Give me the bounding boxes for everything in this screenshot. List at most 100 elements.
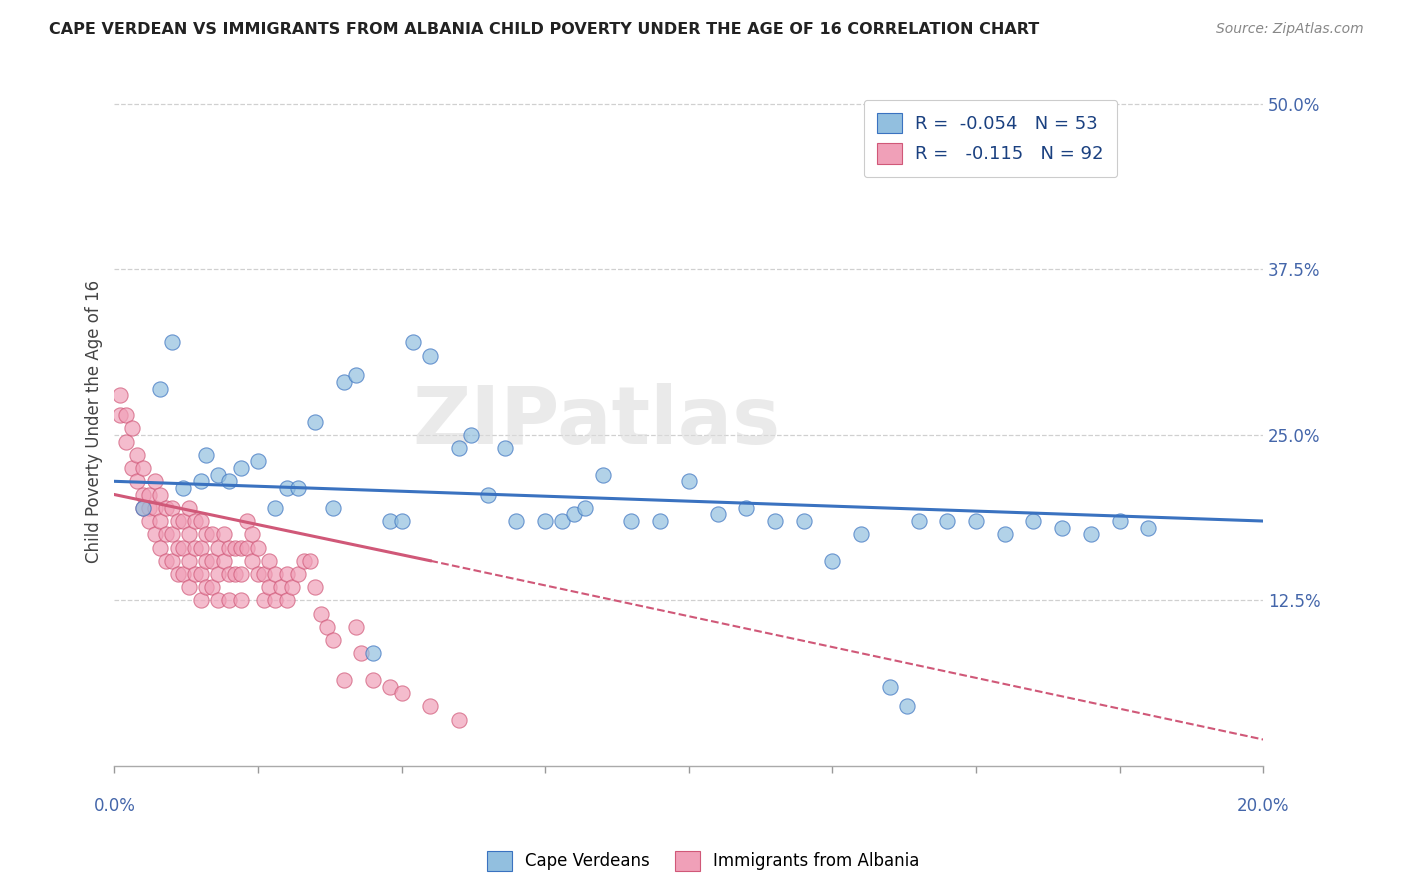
Point	[562, 508, 585, 522]
Point	[333, 673, 356, 687]
Point	[793, 514, 815, 528]
Point	[195, 448, 218, 462]
Point	[965, 514, 987, 528]
Point	[184, 541, 207, 555]
Point	[333, 375, 356, 389]
Point	[281, 580, 304, 594]
Point	[190, 475, 212, 489]
Point	[190, 514, 212, 528]
Point	[287, 566, 309, 581]
Point	[132, 487, 155, 501]
Point	[235, 514, 257, 528]
Point	[460, 428, 482, 442]
Point	[391, 686, 413, 700]
Point	[190, 593, 212, 607]
Point	[735, 500, 758, 515]
Point	[378, 680, 401, 694]
Point	[184, 566, 207, 581]
Point	[201, 554, 224, 568]
Point	[574, 500, 596, 515]
Point	[132, 500, 155, 515]
Point	[143, 475, 166, 489]
Point	[361, 647, 384, 661]
Point	[132, 500, 155, 515]
Point	[936, 514, 959, 528]
Point	[350, 647, 373, 661]
Point	[447, 713, 470, 727]
Text: 0.0%: 0.0%	[93, 797, 135, 814]
Text: Source: ZipAtlas.com: Source: ZipAtlas.com	[1216, 22, 1364, 37]
Point	[276, 566, 298, 581]
Point	[419, 699, 441, 714]
Point	[494, 441, 516, 455]
Point	[896, 699, 918, 714]
Point	[247, 541, 270, 555]
Legend: R =  -0.054   N = 53, R =   -0.115   N = 92: R = -0.054 N = 53, R = -0.115 N = 92	[863, 100, 1116, 177]
Point	[304, 580, 326, 594]
Point	[402, 335, 425, 350]
Point	[477, 487, 499, 501]
Point	[551, 514, 574, 528]
Point	[1080, 527, 1102, 541]
Point	[172, 541, 194, 555]
Point	[849, 527, 872, 541]
Point	[166, 514, 188, 528]
Point	[229, 566, 252, 581]
Point	[229, 593, 252, 607]
Point	[534, 514, 557, 528]
Point	[195, 527, 218, 541]
Point	[132, 461, 155, 475]
Point	[108, 408, 131, 422]
Point	[316, 620, 339, 634]
Point	[207, 541, 229, 555]
Point	[155, 527, 177, 541]
Point	[177, 500, 200, 515]
Point	[177, 554, 200, 568]
Point	[361, 673, 384, 687]
Point	[447, 441, 470, 455]
Point	[218, 566, 240, 581]
Point	[177, 580, 200, 594]
Point	[247, 566, 270, 581]
Point	[259, 554, 281, 568]
Point	[419, 349, 441, 363]
Point	[172, 514, 194, 528]
Point	[821, 554, 844, 568]
Point	[264, 500, 287, 515]
Point	[264, 566, 287, 581]
Point	[304, 415, 326, 429]
Point	[292, 554, 315, 568]
Point	[322, 633, 344, 648]
Point	[212, 527, 235, 541]
Point	[224, 566, 246, 581]
Point	[298, 554, 321, 568]
Point	[218, 475, 240, 489]
Point	[115, 408, 138, 422]
Point	[620, 514, 643, 528]
Point	[160, 527, 183, 541]
Point	[276, 593, 298, 607]
Point	[190, 541, 212, 555]
Point	[195, 580, 218, 594]
Point	[207, 566, 229, 581]
Point	[127, 475, 149, 489]
Point	[270, 580, 292, 594]
Point	[1137, 521, 1160, 535]
Point	[344, 368, 367, 383]
Point	[391, 514, 413, 528]
Point	[212, 554, 235, 568]
Point	[309, 607, 332, 621]
Point	[706, 508, 728, 522]
Point	[166, 541, 188, 555]
Point	[195, 554, 218, 568]
Point	[592, 467, 614, 482]
Point	[1050, 521, 1073, 535]
Point	[224, 541, 246, 555]
Point	[229, 461, 252, 475]
Point	[149, 514, 172, 528]
Point	[1108, 514, 1130, 528]
Point	[184, 514, 207, 528]
Point	[143, 527, 166, 541]
Point	[240, 554, 263, 568]
Point	[155, 554, 177, 568]
